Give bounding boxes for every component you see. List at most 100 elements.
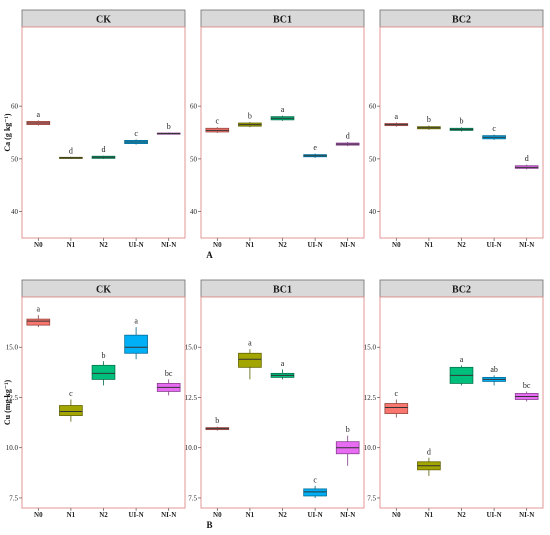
x-tick-label: NI-N (519, 511, 534, 519)
y-tick-label: 60 (11, 103, 19, 111)
x-tick-label: N2 (457, 511, 466, 519)
panel-border (21, 296, 186, 509)
facet-bc1: BC1 7.5 10.0 12.5 15.0 b N0 a N1 a N2 c UI-N b NI-N (185, 279, 365, 519)
box-ck-n2: d (91, 145, 116, 159)
significance-letter: d (69, 146, 73, 155)
box-ck-ui-n: c (124, 129, 148, 145)
significance-letter: bc (165, 369, 173, 378)
panel-border (200, 26, 365, 239)
box (384, 403, 409, 414)
significance-letter: d (346, 131, 350, 140)
box-bc1-n2: a (270, 359, 295, 380)
y-tick-label: 12.5 (185, 394, 198, 402)
significance-letter: a (134, 317, 138, 326)
significance-letter: b (215, 416, 219, 425)
significance-letter: d (102, 145, 106, 154)
y-tick-label: 50 (190, 155, 198, 163)
box-ck-ni-n: bc (156, 369, 181, 396)
x-tick-label: NI-N (161, 241, 176, 249)
y-tick-label: 60 (369, 103, 377, 111)
x-tick-label: N1 (246, 241, 255, 249)
y-tick-label: 60 (190, 103, 198, 111)
box (303, 488, 327, 497)
box-bc2-n0: c (384, 389, 409, 418)
box (26, 318, 51, 326)
box-bc1-n1: a (238, 339, 262, 380)
box-ck-n0: a (26, 110, 51, 126)
significance-letter: d (525, 154, 529, 163)
significance-letter: a (395, 112, 399, 121)
box-bc1-ni-n: d (335, 131, 360, 147)
x-tick-label: UI-N (129, 511, 144, 519)
facet-strip-label: CK (96, 15, 111, 26)
x-tick-label: N1 (425, 511, 434, 519)
box-bc1-ni-n: b (335, 425, 360, 466)
x-tick-label: N2 (99, 511, 108, 519)
x-tick-label: UI-N (487, 511, 502, 519)
y-tick-label: 40 (190, 208, 198, 216)
significance-letter: b (460, 117, 464, 126)
x-tick-label: N1 (425, 241, 434, 249)
significance-letter: b (346, 425, 350, 434)
x-tick-label: NI-N (519, 241, 534, 249)
box-bc1-n2: a (270, 105, 295, 121)
x-tick-label: NI-N (340, 241, 355, 249)
chart-layer: Ca (g kg⁻¹)ACK405060aN0dN1dN2cUI-NbNI-NB… (3, 9, 544, 530)
x-tick-label: N2 (278, 511, 287, 519)
box-bc2-n0: a (384, 112, 409, 127)
facet-strip-label: BC2 (452, 285, 471, 296)
y-tick-label: 15.0 (364, 344, 377, 352)
facet-strip-label: BC1 (273, 285, 292, 296)
facet-bc2: BC2 40 50 60 a N0 b N1 b N2 c UI-N d NI-N (369, 9, 544, 249)
box-ck-n1: c (59, 389, 83, 422)
y-tick-label: 10.0 (364, 444, 377, 452)
x-tick-label: UI-N (308, 241, 323, 249)
box-bc2-n1: b (417, 115, 441, 130)
significance-letter: c (492, 124, 496, 133)
box (91, 364, 116, 380)
x-tick-label: N2 (457, 241, 466, 249)
significance-letter: b (248, 111, 252, 120)
facet-ck: CK 7.5 10.0 12.5 15.0 a N0 c N1 b N2 a UI-N bc NI-N (6, 279, 186, 519)
panel-border (200, 296, 365, 509)
box-ck-n0: a (26, 305, 51, 328)
x-tick-label: UI-N (487, 241, 502, 249)
x-tick-label: UI-N (129, 241, 144, 249)
significance-letter: c (134, 129, 138, 138)
facet-strip-label: BC1 (273, 15, 292, 26)
significance-letter: a (37, 305, 41, 314)
y-tick-label: 50 (369, 155, 377, 163)
box-bc2-n1: d (417, 447, 441, 476)
box-bc1-ui-n: c (303, 475, 327, 498)
y-tick-label: 7.5 (367, 494, 376, 502)
x-tick-label: N0 (392, 241, 401, 249)
x-tick-label: N2 (99, 241, 108, 249)
x-tick-label: N1 (246, 511, 255, 519)
box-bc2-ui-n: ab (482, 365, 506, 386)
y-tick-label: 15.0 (185, 344, 198, 352)
panel-border (21, 26, 186, 239)
significance-letter: bc (523, 381, 531, 390)
x-tick-label: N0 (213, 241, 222, 249)
x-tick-label: NI-N (161, 511, 176, 519)
facet-strip-label: CK (96, 285, 111, 296)
y-tick-label: 10.0 (6, 444, 19, 452)
y-tick-label: 50 (11, 155, 19, 163)
y-tick-label: 12.5 (364, 394, 377, 402)
chart-A: Ca (g kg⁻¹)ACK405060aN0dN1dN2cUI-NbNI-NB… (3, 9, 544, 260)
box-bc2-ni-n: bc (514, 381, 539, 402)
x-tick-label: N0 (392, 511, 401, 519)
box-bc2-ui-n: c (482, 124, 506, 140)
significance-letter: b (102, 351, 106, 360)
x-tick-label: N0 (34, 241, 43, 249)
y-tick-label: 10.0 (185, 444, 198, 452)
panel-label: A (206, 250, 213, 260)
significance-letter: a (37, 110, 41, 119)
box-bc1-n1: b (238, 111, 262, 128)
box (238, 352, 262, 368)
box-bc2-n2: a (449, 355, 474, 386)
significance-letter: a (460, 355, 464, 364)
significance-letter: c (69, 389, 73, 398)
box-ck-ui-n: a (124, 317, 148, 360)
